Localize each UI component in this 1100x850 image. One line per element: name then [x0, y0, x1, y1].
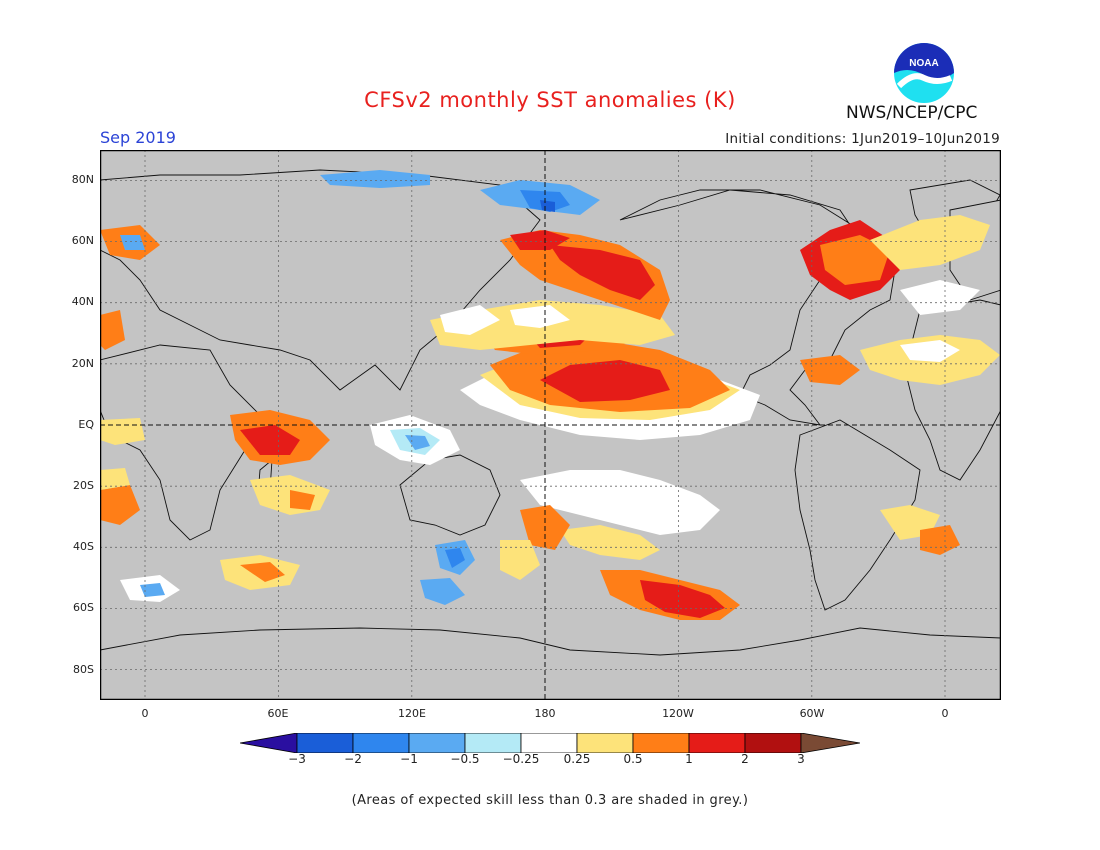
- lat-label-80n: 80N: [71, 173, 94, 186]
- lon-label-120e: 120E: [398, 707, 426, 720]
- colorbar-swatch-10: [800, 733, 860, 753]
- colorbar-swatch-4: [464, 733, 522, 753]
- lon-label-60e: 60E: [267, 707, 289, 720]
- initial-conditions: Initial conditions: 1Jun2019–10Jun2019: [725, 131, 1000, 147]
- lat-label-20n: 20N: [71, 357, 94, 370]
- lon-label-0: 0: [141, 707, 149, 720]
- lon-label-180: 180: [534, 707, 556, 720]
- lat-label-60n: 60N: [71, 234, 94, 247]
- colorbar-swatch-5: [520, 733, 578, 753]
- colorbar-swatch-6: [576, 733, 634, 753]
- noaa-logo: NOAA: [894, 43, 954, 103]
- colorbar-tick-9: 3: [797, 752, 805, 766]
- equator-dateline: [100, 150, 1001, 700]
- colorbar-tick-3: −0.5: [450, 752, 480, 766]
- lat-label-40s: 40S: [73, 540, 94, 553]
- colorbar-swatch-3: [408, 733, 466, 753]
- colorbar-tick-4: −0.25: [502, 752, 540, 766]
- colorbar-tick-2: −1: [400, 752, 418, 766]
- lat-label-eq: EQ: [78, 418, 94, 431]
- colorbar-swatch-8: [688, 733, 746, 753]
- colorbar-swatch-1: [296, 733, 354, 753]
- lon-label-0-east: 0: [941, 707, 949, 720]
- colorbar: [240, 733, 860, 753]
- sst-anomaly-map: [100, 150, 1001, 700]
- colorbar-swatch-0: [240, 733, 298, 753]
- colorbar-swatch-7: [632, 733, 690, 753]
- lon-label-60w: 60W: [799, 707, 825, 720]
- colorbar-tick-6: 0.5: [623, 752, 643, 766]
- lon-label-120w: 120W: [662, 707, 694, 720]
- figure-title: CFSv2 monthly SST anomalies (K): [364, 88, 736, 112]
- colorbar-tick-7: 1: [685, 752, 693, 766]
- lat-label-20s: 20S: [73, 479, 94, 492]
- skill-footnote: (Areas of expected skill less than 0.3 a…: [351, 793, 749, 808]
- colorbar-tick-1: −2: [344, 752, 362, 766]
- colorbar-swatch-9: [744, 733, 802, 753]
- lat-label-80s: 80S: [73, 663, 94, 676]
- noaa-logo-text: NOAA: [909, 58, 938, 69]
- lat-label-40n: 40N: [71, 295, 94, 308]
- colorbar-tick-0: −3: [288, 752, 306, 766]
- colorbar-tick-5: 0.25: [563, 752, 591, 766]
- agency-label: NWS/NCEP/CPC: [846, 103, 978, 123]
- anomaly-shading: [100, 170, 1000, 620]
- map-frame: [100, 150, 1001, 700]
- continents: [100, 169, 1001, 700]
- valid-month: Sep 2019: [100, 128, 176, 147]
- colorbar-swatches: [240, 733, 860, 753]
- colorbar-swatch-2: [352, 733, 410, 753]
- lat-label-60s: 60S: [73, 601, 94, 614]
- colorbar-tick-8: 2: [741, 752, 749, 766]
